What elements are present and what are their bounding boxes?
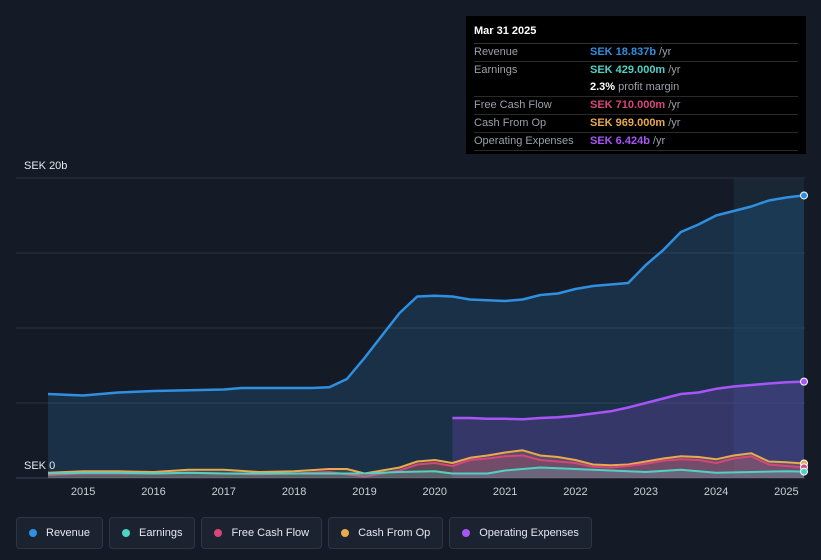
- x-tick-label: 2019: [352, 486, 376, 498]
- x-tick-label: 2025: [774, 486, 798, 498]
- tooltip-value: SEK 969.000m: [590, 117, 666, 129]
- x-tick-label: 2024: [704, 486, 728, 498]
- tooltip-value: SEK 18.837b: [590, 46, 657, 58]
- legend-dot-icon: [122, 529, 131, 537]
- tooltip-value: 2.3%: [590, 81, 616, 93]
- tooltip-unit: /yr: [659, 46, 672, 58]
- tooltip-label: [474, 79, 590, 96]
- x-tick-label: 2015: [71, 486, 95, 498]
- forecast-band: [733, 178, 804, 478]
- tooltip-label: Free Cash Flow: [474, 99, 552, 111]
- tooltip-panel: Mar 31 2025 Revenue SEK 18.837b /yr Earn…: [466, 16, 806, 154]
- cash-from-op-line: [47, 449, 805, 475]
- legend-item-free-cash-flow[interactable]: Free Cash Flow: [201, 517, 323, 549]
- earnings-line: [47, 466, 805, 475]
- legend-label: Free Cash Flow: [231, 527, 310, 539]
- revenue-line: [47, 194, 805, 397]
- tooltip-value: SEK 429.000m: [590, 64, 666, 76]
- tooltip-row-profit-margin: 2.3% profit margin: [474, 79, 798, 97]
- tooltip-label: Revenue: [474, 46, 519, 58]
- tooltip-unit: /yr: [652, 135, 666, 147]
- tooltip-value: SEK 6.424b: [590, 135, 650, 147]
- gridlines: [16, 177, 805, 479]
- legend-item-operating-expenses[interactable]: Operating Expenses: [449, 517, 592, 549]
- x-tick-label: 2021: [493, 486, 517, 498]
- y-axis-bottom-label: SEK 0: [24, 460, 56, 472]
- tooltip-unit: profit margin: [618, 81, 680, 93]
- tooltip-row-cash-from-op: Cash From Op SEK 969.000m /yr: [474, 115, 798, 133]
- operating-expenses-endpoint[interactable]: [800, 377, 808, 386]
- x-tick-label: 2022: [563, 486, 587, 498]
- x-tick-label: 2016: [141, 486, 165, 498]
- revenue-area: [48, 195, 804, 478]
- tooltip-unit: /yr: [668, 64, 681, 76]
- legend: Revenue Earnings Free Cash Flow Cash Fro…: [16, 517, 592, 549]
- earnings-endpoint[interactable]: [800, 467, 808, 476]
- legend-label: Operating Expenses: [479, 527, 579, 539]
- operating-expenses-area: [452, 381, 804, 478]
- revenue-endpoint[interactable]: [800, 191, 808, 200]
- tooltip-row-operating-expenses: Operating Expenses SEK 6.424b /yr: [474, 133, 798, 151]
- tooltip-unit: /yr: [668, 117, 681, 129]
- legend-label: Cash From Op: [358, 527, 431, 539]
- y-axis-top-label: SEK 20b: [24, 160, 68, 172]
- x-tick-label: 2018: [282, 486, 306, 498]
- legend-dot-icon: [214, 529, 223, 537]
- tooltip-label: Cash From Op: [474, 117, 547, 129]
- series-layer: [47, 191, 808, 478]
- tooltip-row-earnings: Earnings SEK 429.000m /yr: [474, 62, 798, 79]
- legend-item-earnings[interactable]: Earnings: [109, 517, 196, 549]
- tooltip-label: Earnings: [474, 64, 518, 76]
- tooltip-row-free-cash-flow: Free Cash Flow SEK 710.000m /yr: [474, 97, 798, 115]
- tooltip-row-revenue: Revenue SEK 18.837b /yr: [474, 44, 798, 62]
- operating-expenses-line: [452, 380, 805, 421]
- x-axis-ticks: 2015 2016 2017 2018 2019 2020 2021 2022 2023 2024…: [71, 486, 799, 498]
- x-tick-label: 2020: [423, 486, 447, 498]
- legend-item-revenue[interactable]: Revenue: [16, 517, 104, 549]
- legend-label: Revenue: [46, 527, 91, 539]
- legend-label: Earnings: [139, 527, 183, 539]
- earnings-area: [48, 467, 804, 478]
- legend-dot-icon: [462, 529, 471, 537]
- free-cash-flow-area: [48, 455, 804, 478]
- legend-dot-icon: [341, 529, 350, 537]
- legend-item-cash-from-op[interactable]: Cash From Op: [328, 517, 444, 549]
- tooltip-value: SEK 710.000m: [590, 99, 666, 111]
- tooltip-unit: /yr: [668, 99, 681, 111]
- legend-dot-icon: [29, 529, 37, 537]
- x-tick-label: 2023: [634, 486, 658, 498]
- tooltip-date: Mar 31 2025: [474, 24, 798, 44]
- x-tick-label: 2017: [212, 486, 236, 498]
- tooltip-label: Operating Expenses: [474, 135, 574, 147]
